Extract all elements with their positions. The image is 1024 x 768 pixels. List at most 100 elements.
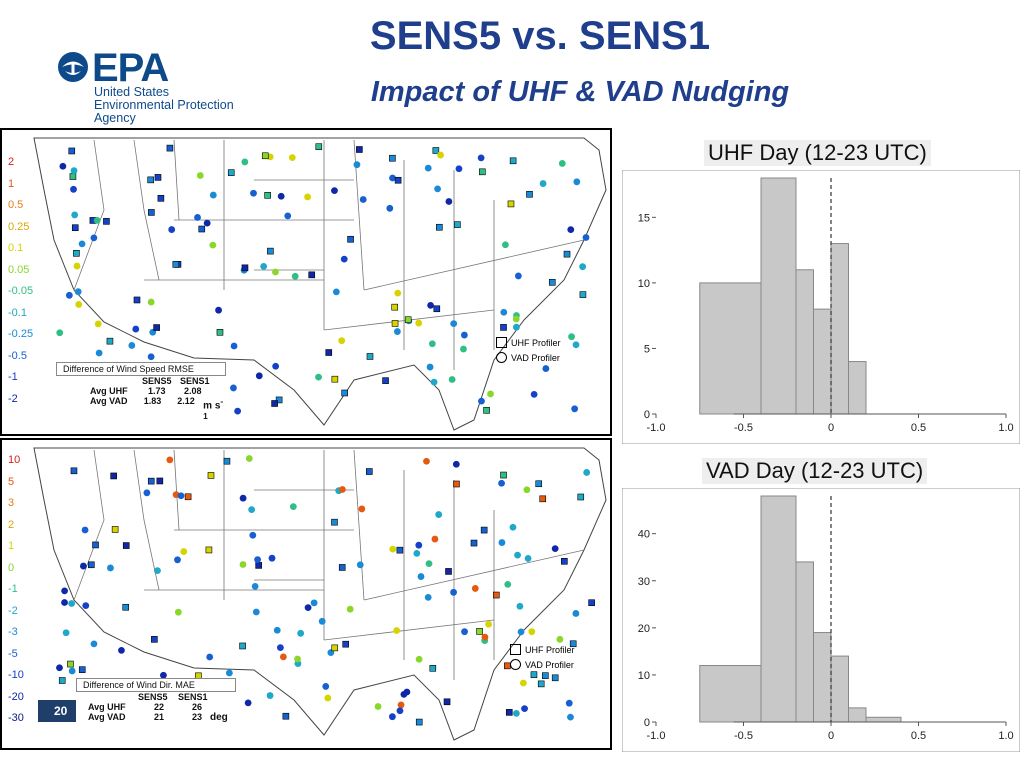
state-border [363, 549, 585, 601]
slide-title: SENS5 vs. SENS1 [369, 14, 711, 58]
uhf-station-marker [433, 305, 441, 313]
uhf-station-marker [271, 400, 278, 407]
uhf-station-marker [588, 599, 595, 607]
vad-station-marker [356, 561, 364, 569]
histogram-bar [699, 665, 762, 723]
vad-station-marker [272, 362, 280, 370]
vad-station-marker [338, 337, 346, 345]
uhf-station-marker [122, 542, 130, 549]
uhf-station-marker [241, 264, 249, 272]
vad-station-marker [572, 610, 580, 617]
stats-row-label: Avg UHF [90, 386, 128, 396]
stats-row-vad: Avg VAD 21 23 deg [76, 712, 236, 723]
vad-station-marker [393, 328, 401, 335]
circle-icon [510, 659, 521, 670]
vad-station-marker [324, 694, 332, 702]
uhf-station-marker [391, 320, 399, 327]
histogram-bar [795, 269, 814, 415]
histogram-bar [830, 655, 849, 723]
stats-value: 1.83 [143, 396, 162, 406]
vad-station-marker [310, 599, 318, 607]
vad-station-marker [452, 460, 460, 468]
stats-unit: m s-1 [203, 396, 226, 427]
histogram-bar [848, 707, 867, 723]
vad-station-marker [558, 160, 566, 167]
wind-speed-map-panel: 2 1 0.5 0.25 0.1 0.05 -0.05 -0.1 -0.25 -0.5 -1 -2 D… [0, 128, 612, 436]
vad-station-marker [61, 587, 68, 595]
vad-station-marker [460, 331, 468, 339]
vad-station-marker [386, 204, 394, 212]
vad-station-marker [250, 189, 257, 197]
stats-value: 1.73 [148, 386, 166, 396]
uhf-station-marker [148, 209, 155, 216]
vad-station-marker [426, 363, 434, 371]
vad-station-marker [583, 469, 591, 476]
stats-header: SENS5 SENS1 [76, 692, 236, 702]
uhf-station-marker [537, 680, 545, 688]
wind-speed-color-scale: 2 1 0.5 0.25 0.1 0.05 -0.05 -0.1 -0.25 -0.5 -1 -2 [8, 152, 33, 410]
vad-station-marker [174, 556, 181, 564]
histogram-bar [699, 282, 762, 415]
vad-station-marker [524, 555, 532, 562]
vad-station-marker [79, 562, 87, 570]
vad-station-marker [128, 342, 136, 349]
x-tick-label: -0.5 [734, 730, 753, 742]
vad-station-marker [215, 306, 222, 314]
scale-label: -1 [8, 371, 18, 383]
uhf-station-marker [172, 261, 180, 268]
vad-station-marker [177, 492, 185, 500]
vad-station-marker [448, 376, 456, 383]
stats-value: 2.08 [184, 386, 202, 396]
uhf-station-marker [78, 666, 86, 673]
legend-uhf: UHF Profiler [496, 335, 561, 350]
vad-station-marker [514, 551, 521, 559]
page-number-badge: 20 [38, 700, 78, 722]
x-tick-label: 0 [828, 422, 834, 434]
vad-station-marker [194, 214, 201, 221]
vad-station-marker [428, 340, 436, 348]
legend-vad: VAD Profiler [496, 350, 561, 365]
y-tick-label: 10 [638, 278, 650, 290]
vad-station-marker [93, 216, 101, 224]
y-tick-label: 15 [638, 212, 650, 224]
vad-station-marker [273, 626, 281, 634]
vad-station-marker [521, 705, 528, 713]
epa-flower-icon [58, 52, 88, 82]
vad-station-marker [239, 561, 247, 568]
vad-station-marker [75, 301, 83, 308]
uhf-station-marker [480, 526, 488, 534]
uhf-station-marker [147, 477, 155, 485]
vad-station-marker [206, 653, 214, 661]
uhf-station-marker [454, 221, 461, 228]
vad-station-marker [374, 703, 382, 710]
uhf-station-marker [563, 250, 571, 258]
stats-unit-text: m s [203, 400, 221, 412]
epa-wordmark: EPA [92, 46, 169, 90]
uhf-station-marker [569, 640, 577, 648]
vad-station-marker [118, 646, 125, 654]
vad-station-marker [291, 272, 299, 280]
uhf-station-marker [166, 144, 174, 152]
uhf-station-marker [147, 176, 154, 184]
stats-col1: SENS5 [142, 376, 172, 386]
scale-label: -0.1 [8, 306, 27, 319]
vad-station-marker [266, 692, 274, 699]
vad-station-marker [460, 345, 467, 353]
uhf-station-marker [470, 539, 478, 547]
stats-row-uhf: Avg UHF 22 26 [76, 702, 236, 712]
vad-station-marker [61, 599, 68, 606]
uhf-station-marker [73, 249, 80, 257]
uhf-station-marker [432, 147, 440, 154]
state-border [73, 139, 105, 291]
uhf-station-marker [445, 568, 452, 575]
uhf-station-marker [88, 561, 95, 569]
uhf-hist-title: UHF Day (12-23 UTC) [704, 140, 931, 166]
uhf-station-marker [396, 546, 404, 554]
uhf-station-marker [415, 718, 423, 726]
x-tick-label: 1.0 [998, 730, 1013, 742]
uhf-station-marker [103, 218, 110, 225]
wind-dir-map-panel: 10 5 3 2 1 0 -1 -2 -3 -5 -10 -20 -30 20 Difference o… [0, 438, 612, 750]
us-outline [33, 447, 607, 741]
stats-value: 2.12 [177, 396, 195, 406]
vad-station-marker [94, 320, 102, 328]
